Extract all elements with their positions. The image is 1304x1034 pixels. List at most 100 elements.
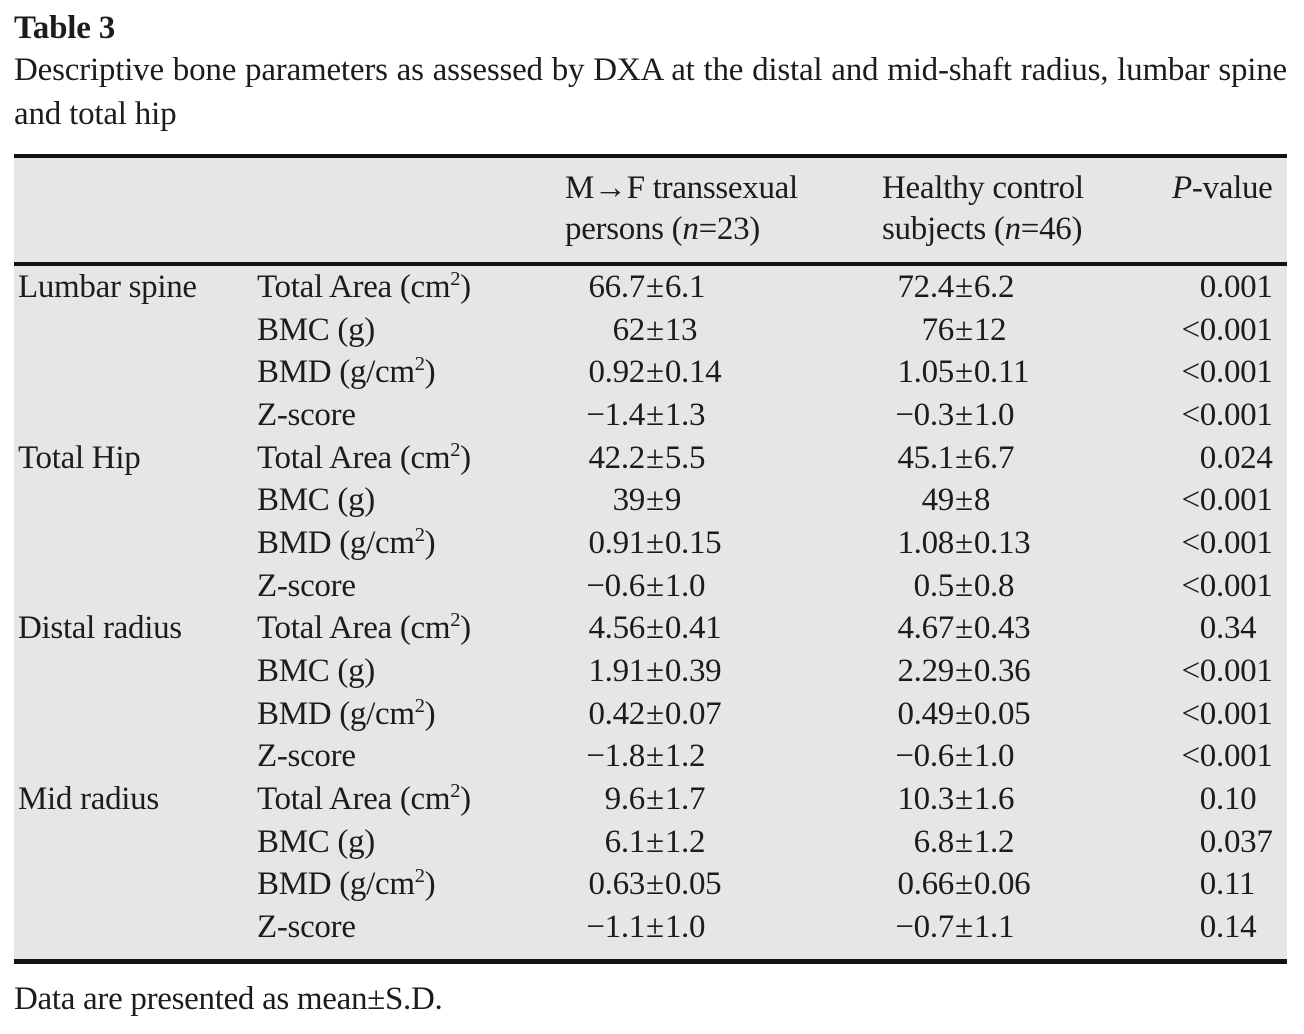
- plus-minus-sign: ±: [955, 354, 973, 391]
- mf-value-cell-sd: 6.1: [664, 268, 706, 305]
- p-value-integer: <0: [1181, 311, 1216, 348]
- header-transsexual-group: M→F transsexual persons (n=23): [565, 170, 798, 247]
- mf-value-cell-mean: −1.8: [586, 738, 645, 775]
- plus-minus-sign: ±: [646, 396, 664, 433]
- p-value-integer: <0: [1181, 524, 1216, 561]
- mf-value-cell-mean: 0.92: [588, 354, 645, 391]
- plus-minus-sign: ±: [646, 695, 664, 732]
- hc-value-cell: −0.6 ±1.0: [882, 738, 1160, 775]
- param-text: Z-score: [257, 909, 356, 946]
- mf-value-cell-mean: 1.91: [588, 653, 645, 690]
- hc-value-cell-mean: 10.3: [897, 781, 954, 818]
- table-body: Lumbar spine Total Area (cm2) 66.7 ±6.1 72.4…: [14, 266, 1287, 959]
- p-value-decimals: .001: [1216, 482, 1273, 519]
- hc-value-cell: 10.3 ±1.6: [882, 781, 1160, 818]
- plus-minus-sign: ±: [646, 738, 664, 775]
- table-body-background: M→F transsexual persons (n=23) Healthy c…: [14, 158, 1287, 959]
- superscript-2: 2: [450, 438, 461, 461]
- p-value-integer: <0: [1181, 567, 1216, 604]
- hc-value-cell-mean: 1.08: [897, 524, 954, 561]
- hc-value-cell-sd: 1.2: [973, 823, 1015, 860]
- param-text: Z-score: [257, 567, 356, 604]
- table-row: Mid radius Total Area (cm2) 9.6 ±1.7 10.3 ±1.…: [14, 778, 1287, 821]
- param-cell: BMD (g/cm2): [257, 354, 565, 391]
- param-text: ): [460, 781, 471, 818]
- table-row: Total Hip Total Area (cm2) 42.2 ±5.5 45.1 ±6.…: [14, 437, 1287, 480]
- mf-value-cell-mean: 62: [612, 311, 646, 348]
- mf-value-cell: 42.2 ±5.5: [565, 440, 882, 477]
- hc-value-cell-mean: 72.4: [897, 268, 954, 305]
- hc-value-cell-sd: 1.0: [973, 396, 1015, 433]
- superscript-2: 2: [414, 353, 425, 376]
- p-value-integer: <0: [1181, 695, 1216, 732]
- mf-value-cell: 6.1 ±1.2: [565, 824, 882, 861]
- hc-value-cell-mean: 0.5: [913, 567, 955, 604]
- hc-value-cell: 6.8 ±1.2: [882, 824, 1160, 861]
- p-value-cell: 0.11: [1160, 866, 1287, 903]
- p-value-cell: <0.001: [1160, 525, 1287, 562]
- p-value-cell: 0.037: [1160, 824, 1287, 861]
- p-value-integer: 0: [1199, 781, 1217, 818]
- p-value-integer: 0: [1199, 439, 1217, 476]
- superscript-2: 2: [450, 267, 461, 290]
- table-row: BMD (g/cm2) 0.91 ±0.15 1.08 ±0.13 <0.001: [14, 522, 1287, 565]
- hc-value-cell-mean: 45.1: [897, 439, 954, 476]
- mf-value-cell-mean: 0.63: [588, 866, 645, 903]
- table-row: BMC (g) 62 ±13 76 ±12 <0.001: [14, 309, 1287, 352]
- table-caption: Descriptive bone parameters as assessed …: [14, 52, 1287, 132]
- param-text: ): [424, 524, 436, 561]
- mf-value-cell-mean: 66.7: [588, 268, 645, 305]
- p-value-decimals: .34: [1216, 610, 1257, 647]
- p-value-decimals: .001: [1216, 738, 1273, 775]
- p-value-cell: 0.10: [1160, 781, 1287, 818]
- plus-minus-sign: ±: [646, 311, 664, 348]
- mf-value-cell: 0.42 ±0.07: [565, 696, 882, 733]
- mf-value-cell-mean: 9.6: [604, 781, 646, 818]
- param-text: BMD (g/cm: [257, 524, 415, 561]
- plus-minus-sign: ±: [646, 268, 664, 305]
- mf-value-cell-mean: 39: [612, 482, 646, 519]
- plus-minus-sign: ±: [955, 482, 973, 519]
- param-cell: BMC (g): [257, 312, 565, 349]
- param-cell: BMC (g): [257, 653, 565, 690]
- hc-value-cell-sd: 1.6: [973, 781, 1015, 818]
- p-value-integer: <0: [1181, 396, 1216, 433]
- param-text: ): [460, 268, 471, 305]
- header-control-group: Healthy control subjects (n=46): [882, 170, 1084, 247]
- p-value-decimals: .11: [1216, 866, 1256, 903]
- param-text: ): [424, 695, 436, 732]
- plus-minus-sign: ±: [646, 439, 664, 476]
- mf-value-cell-mean: 6.1: [604, 823, 646, 860]
- p-value-integer: <0: [1181, 354, 1216, 391]
- param-text: BMD (g/cm: [257, 866, 415, 903]
- table-title-block: Table 3 Descriptive bone parameters as a…: [14, 8, 1287, 136]
- plus-minus-sign: ±: [646, 781, 664, 818]
- hc-value-cell: 76 ±12: [882, 312, 1160, 349]
- param-text: BMC (g): [257, 311, 375, 348]
- mf-value-cell: 9.6 ±1.7: [565, 781, 882, 818]
- param-text: Total Area (cm: [257, 781, 451, 818]
- mf-value-cell-sd: 1.0: [664, 567, 706, 604]
- table-row: Distal radius Total Area (cm2) 4.56 ±0.41 4.…: [14, 608, 1287, 651]
- param-text: BMD (g/cm: [257, 695, 415, 732]
- mf-value-cell-sd: 13: [664, 311, 698, 348]
- mf-value-cell: −0.6 ±1.0: [565, 568, 882, 605]
- p-value-cell: <0.001: [1160, 653, 1287, 690]
- param-cell: Total Area (cm2): [257, 781, 565, 818]
- hc-value-cell: 2.29 ±0.36: [882, 653, 1160, 690]
- plus-minus-sign: ±: [955, 439, 973, 476]
- hc-value-cell-mean: 49: [921, 482, 955, 519]
- mf-value-cell: −1.4 ±1.3: [565, 397, 882, 434]
- superscript-2: 2: [450, 780, 461, 803]
- hc-value-cell: 4.67 ±0.43: [882, 610, 1160, 647]
- hc-value-cell-sd: 0.43: [973, 610, 1031, 647]
- param-cell: Z-score: [257, 397, 565, 434]
- hc-value-cell-sd: 0.36: [973, 653, 1031, 690]
- hc-value-cell-sd: 12: [973, 311, 1007, 348]
- plus-minus-sign: ±: [955, 653, 973, 690]
- hc-value-cell-sd: 0.11: [973, 354, 1030, 391]
- hc-value-cell: 0.66 ±0.06: [882, 866, 1160, 903]
- p-value-integer: 0: [1199, 866, 1217, 903]
- hc-value-cell: −0.7 ±1.1: [882, 909, 1160, 946]
